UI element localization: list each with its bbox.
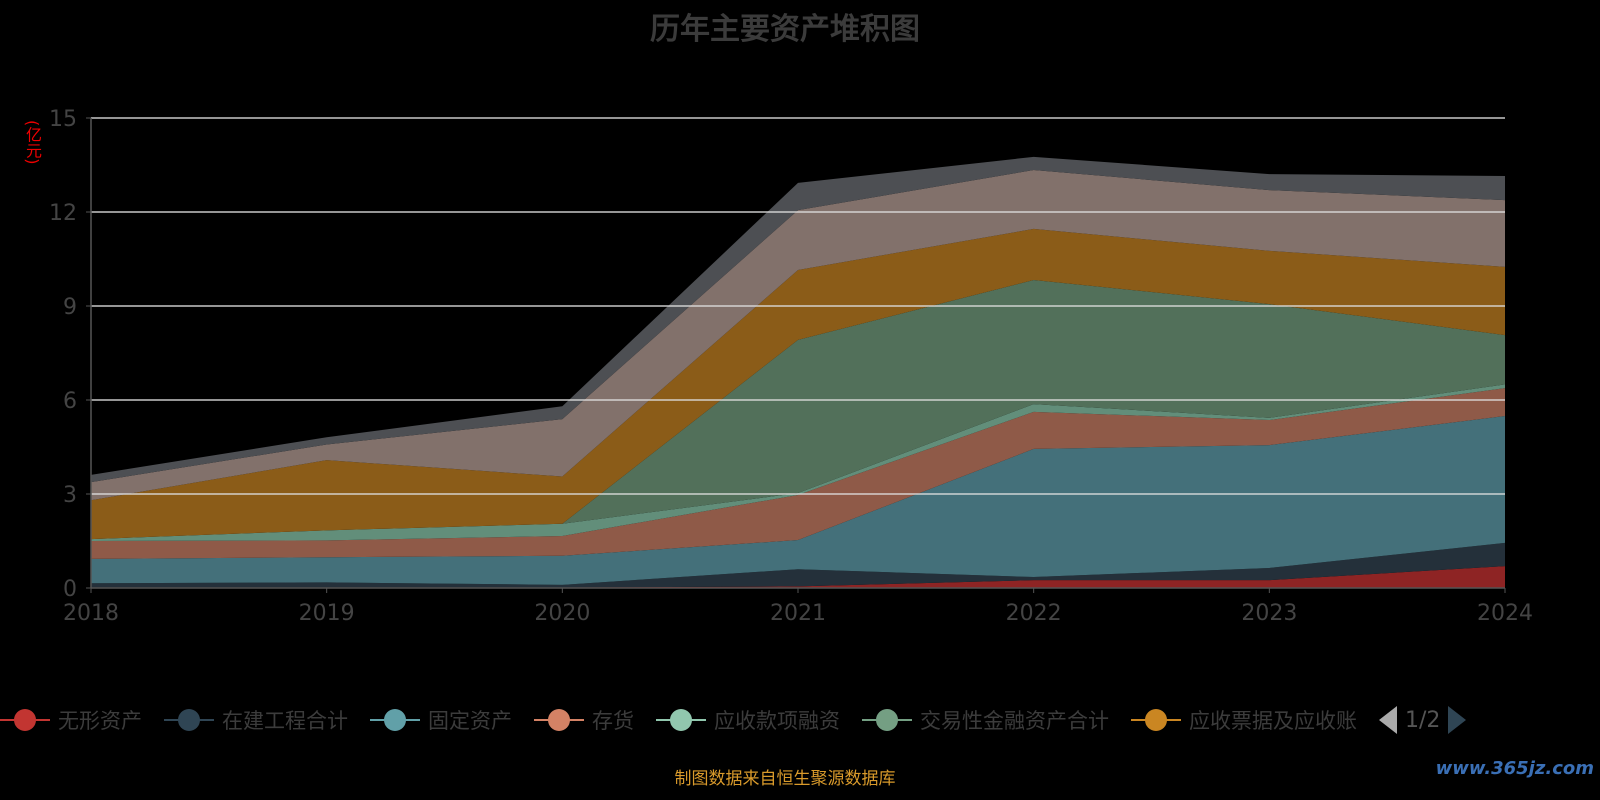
area-series-5 [91, 279, 1505, 540]
x-tick-label: 2022 [1006, 601, 1062, 626]
legend-label: 交易性金融资产合计 [920, 709, 1109, 733]
y-tick-label: 12 [49, 201, 77, 226]
legend-item[interactable]: 固定资产 [370, 705, 512, 735]
legend-item[interactable]: 无形资产 [0, 705, 142, 735]
area-series-8 [91, 156, 1505, 483]
legend-label: 应收票据及应收账 [1189, 709, 1357, 733]
legend-item[interactable]: 在建工程合计 [164, 705, 348, 735]
legend-item[interactable]: 存货 [534, 705, 634, 735]
x-tick-label: 2024 [1477, 601, 1533, 626]
legend-item[interactable]: 应收款项融资 [656, 705, 840, 735]
area-series-6 [91, 228, 1505, 540]
legend-label: 应收款项融资 [714, 709, 840, 733]
y-tick-label: 3 [63, 483, 77, 508]
x-tick-label: 2023 [1241, 601, 1297, 626]
legend-item[interactable]: 应收票据及应收账 [1131, 705, 1357, 735]
legend-marker-icon [1131, 708, 1181, 732]
legend-marker-icon [862, 708, 912, 732]
y-axis-label: (亿元) [23, 120, 42, 165]
data-source-note: 制图数据来自恒生聚源数据库 [674, 769, 896, 789]
stacked-area-chart: 0 3 6 9 12 15 2018 2019 2020 2021 2022 2023 2024 [49, 107, 1533, 626]
legend-next-icon[interactable] [1448, 706, 1467, 734]
y-tick-label: 15 [49, 107, 77, 132]
legend-label: 存货 [592, 709, 634, 733]
legend-page-indicator: 1/2 [1405, 707, 1441, 733]
x-tick-label: 2018 [63, 601, 119, 626]
watermark: www.365jz.com [1435, 758, 1594, 779]
legend-item[interactable]: 交易性金融资产合计 [862, 705, 1109, 735]
y-tick-label: 6 [63, 389, 77, 414]
legend-pager: 1/2 [1379, 706, 1467, 734]
legend-label: 在建工程合计 [222, 709, 348, 733]
y-tick-label: 9 [63, 295, 77, 320]
area-series-0 [91, 566, 1505, 588]
y-tick-label: 0 [63, 577, 77, 602]
legend-marker-icon [656, 708, 706, 732]
legend-marker-icon [0, 708, 50, 732]
area-series-1 [91, 542, 1505, 588]
legend-label: 固定资产 [428, 709, 512, 733]
chart-title: 历年主要资产堆积图 [650, 12, 920, 47]
area-series-7 [91, 170, 1505, 501]
x-tick-label: 2019 [299, 601, 355, 626]
area-series-3 [91, 388, 1505, 559]
area-series-2 [91, 415, 1505, 585]
legend-marker-icon [370, 708, 420, 732]
legend-marker-icon [534, 708, 584, 732]
legend-marker-icon [164, 708, 214, 732]
legend: 无形资产 在建工程合计 固定资产 存货 应收款项融资 交易性金融资产合计 应收票据及应收账 1… [0, 704, 1467, 736]
x-tick-label: 2020 [534, 601, 590, 626]
x-tick-label: 2021 [770, 601, 826, 626]
legend-prev-icon[interactable] [1379, 706, 1397, 734]
legend-label: 无形资产 [58, 709, 142, 733]
